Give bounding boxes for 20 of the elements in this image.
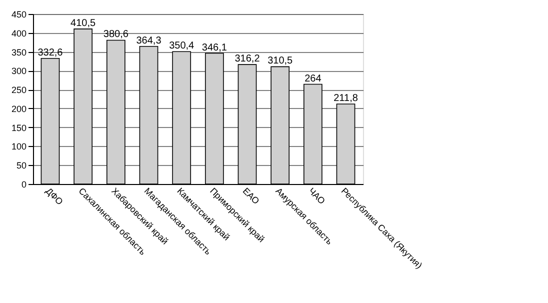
- data-label: 211,8: [334, 92, 358, 104]
- y-tick-label: 300: [11, 66, 26, 76]
- y-tick-label: 100: [11, 142, 26, 152]
- y-tick-label: 450: [11, 10, 26, 20]
- data-label: 264: [304, 73, 322, 84]
- data-label: 380,6: [103, 29, 129, 40]
- y-tick-label: 50: [16, 160, 26, 171]
- y-tick-label: 250: [11, 85, 26, 96]
- y-tick-label: 400: [11, 28, 26, 38]
- y-tick-label: 200: [11, 104, 26, 114]
- data-label: 310,5: [268, 56, 294, 67]
- data-label: 332,6: [38, 47, 64, 58]
- y-tick-label: 150: [11, 122, 26, 133]
- data-label: 410,5: [70, 18, 96, 29]
- data-label: 350,4: [169, 40, 195, 52]
- data-label: 316,2: [234, 54, 260, 65]
- data-label: 364,3: [136, 35, 162, 46]
- y-tick-label: 350: [11, 47, 26, 58]
- y-tick-label: 0: [21, 180, 26, 190]
- data-label: 346,1: [202, 42, 228, 54]
